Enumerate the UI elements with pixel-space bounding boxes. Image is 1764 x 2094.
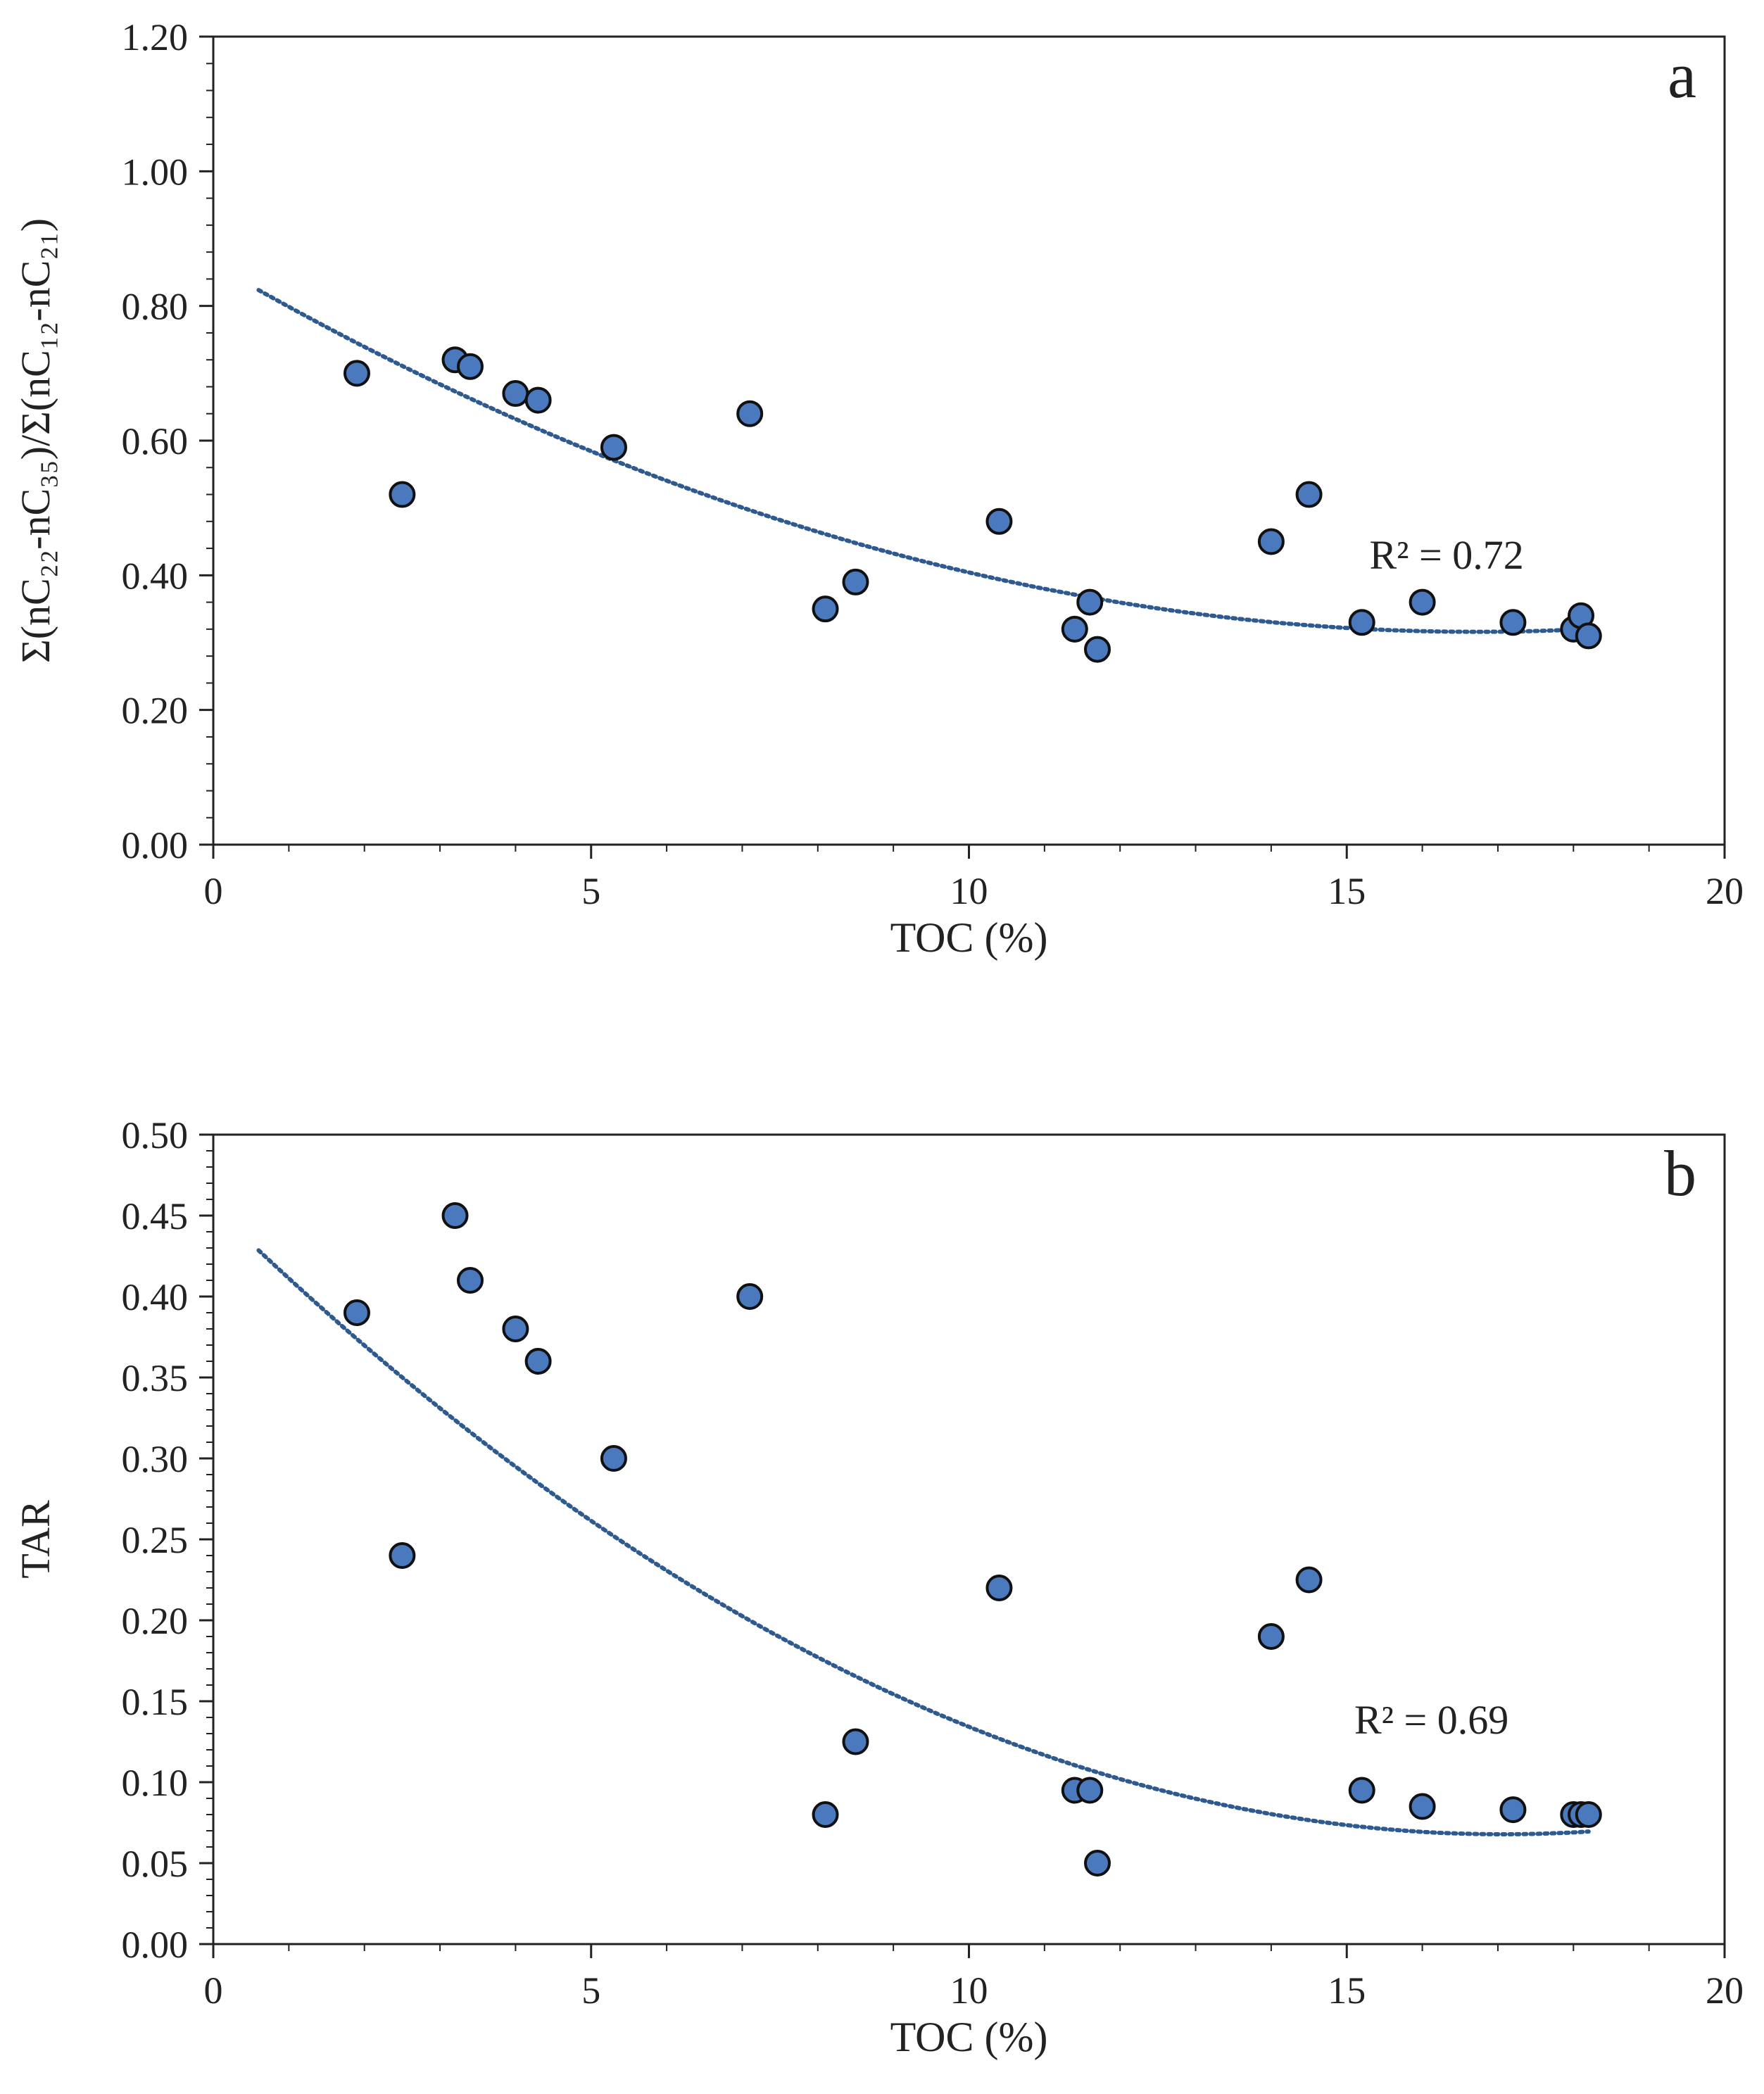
data-point-b	[1575, 1801, 1602, 1828]
y-tick-label-a: 0.00	[122, 824, 189, 866]
r-squared-label-a: R² = 0.72	[1369, 532, 1523, 578]
x-tick-label-a: 15	[1328, 870, 1366, 912]
y-tick-label-a: 1.00	[122, 151, 189, 193]
y-tick-label-b: 0.25	[122, 1519, 189, 1561]
trendline-a	[256, 288, 1591, 634]
x-tick-label-a: 5	[581, 870, 600, 912]
x-tick-label-b: 5	[581, 1969, 600, 2012]
data-point-b	[1083, 1850, 1111, 1877]
y-tick-label-b: 0.40	[122, 1276, 189, 1318]
data-point-a	[524, 386, 552, 414]
y-tick-label-a: 1.20	[122, 16, 189, 58]
data-point-a	[1295, 481, 1323, 508]
data-point-b	[842, 1728, 869, 1755]
data-point-a	[1348, 609, 1375, 636]
chart-panel-b: TOC (%) TAR 0.00 0.05 0.10 0.15 0.20 0.25 0.30…	[13, 1114, 1744, 2060]
x-tick-label-b: 15	[1328, 1969, 1366, 2012]
data-point-b	[502, 1316, 529, 1342]
y-tick-label-b: 0.05	[122, 1843, 189, 1885]
plot-frame-b	[212, 1133, 1726, 1945]
y-tick-label-b: 0.15	[122, 1681, 189, 1723]
data-point-a	[1257, 528, 1285, 555]
data-point-a	[985, 507, 1013, 535]
panel-label-b: b	[1664, 1137, 1696, 1209]
y-axis-label-a: Σ(nC₂₂-nC₃₅)/Σ(nC₁₂-nC₂₁)	[13, 218, 58, 663]
data-point-b	[441, 1202, 469, 1229]
data-point-a	[600, 434, 627, 461]
y-tick-label-b: 0.20	[122, 1600, 189, 1642]
x-tick-label-a: 20	[1706, 870, 1744, 912]
y-tick-label-b: 0.35	[122, 1357, 189, 1399]
data-point-b	[1409, 1793, 1436, 1820]
data-point-a	[1499, 609, 1527, 636]
data-point-b	[1348, 1777, 1375, 1804]
data-point-a	[343, 360, 370, 387]
data-point-b	[1295, 1566, 1323, 1594]
y-tick-label-b: 0.45	[122, 1195, 189, 1237]
y-tick-label-b: 0.00	[122, 1924, 189, 1966]
y-tick-label-a: 0.60	[122, 420, 189, 462]
data-point-b	[1499, 1796, 1527, 1824]
chart-panel-a: TOC (%) Σ(nC₂₂-nC₃₅)/Σ(nC₁₂-nC₂₁) 0.00 0.…	[13, 16, 1744, 961]
data-point-a	[389, 481, 416, 508]
data-point-b	[736, 1283, 764, 1310]
data-point-a	[1076, 588, 1104, 616]
data-point-a	[1061, 615, 1088, 643]
data-point-a	[1083, 636, 1111, 663]
panel-label-a: a	[1668, 39, 1696, 111]
y-tick-label-b: 0.50	[122, 1114, 189, 1156]
data-point-b	[1076, 1777, 1104, 1804]
y-tick-label-b: 0.30	[122, 1438, 189, 1480]
data-point-b	[812, 1801, 839, 1828]
data-point-b	[389, 1542, 416, 1569]
r-squared-label-b: R² = 0.69	[1354, 1697, 1508, 1743]
data-point-a	[1409, 588, 1436, 616]
x-tick-label-a: 10	[950, 870, 988, 912]
data-point-b	[600, 1445, 627, 1472]
data-point-b	[1257, 1623, 1285, 1650]
x-tick-label-b: 20	[1706, 1969, 1744, 2012]
x-tick-label-a: 0	[204, 870, 223, 912]
data-point-a	[1575, 622, 1602, 650]
data-point-a	[812, 595, 839, 623]
data-point-a	[502, 380, 529, 408]
y-axis-label-b: TAR	[13, 1500, 58, 1579]
data-point-b	[456, 1267, 484, 1294]
x-axis-label-a: TOC (%)	[890, 914, 1048, 961]
data-point-a	[456, 353, 484, 380]
x-tick-label-b: 0	[204, 1969, 223, 2012]
plot-frame-a	[212, 35, 1726, 846]
data-point-b	[343, 1299, 370, 1326]
x-tick-label-b: 10	[950, 1969, 988, 2012]
x-axis-label-b: TOC (%)	[890, 2014, 1048, 2060]
data-point-a	[736, 400, 764, 427]
y-tick-label-a: 0.20	[122, 690, 189, 732]
data-point-b	[524, 1348, 552, 1375]
trendline-b	[256, 1248, 1591, 1837]
data-point-a	[842, 568, 869, 595]
y-tick-label-b: 0.10	[122, 1762, 189, 1804]
data-point-b	[985, 1575, 1013, 1601]
y-tick-label-a: 0.80	[122, 286, 189, 328]
y-tick-label-a: 0.40	[122, 555, 189, 597]
